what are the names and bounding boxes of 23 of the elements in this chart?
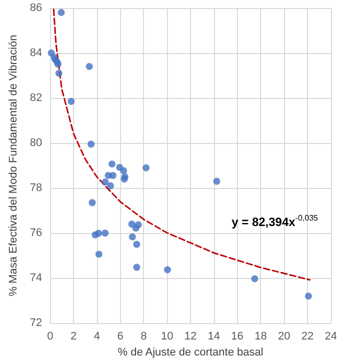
x-tick-label: 14	[208, 330, 220, 343]
y-tick-label: 72	[30, 317, 42, 330]
x-tick-label: 16	[231, 330, 244, 343]
y-tick-label: 80	[30, 137, 42, 150]
y-tick-label: 76	[30, 227, 42, 240]
x-tick-label: 10	[160, 330, 174, 343]
y-tick-label: 78	[30, 182, 42, 194]
y-tick-label: 74	[30, 272, 42, 284]
x-tick-label: 18	[254, 330, 267, 343]
x-tick-label: 0	[47, 330, 54, 343]
x-tick-label: 22	[301, 330, 314, 343]
x-tick-label: 24	[324, 330, 338, 343]
x-axis-title: % de Ajuste de cortante basal	[118, 346, 264, 358]
x-tick-label: 8	[140, 330, 147, 343]
x-tick-label: 4	[94, 330, 100, 343]
x-tick-label: 2	[70, 330, 77, 343]
x-tick-label: 20	[278, 330, 290, 343]
y-tick-label: 82	[30, 92, 42, 104]
x-tick-label: 12	[184, 330, 197, 343]
y-tick-label: 84	[30, 47, 42, 60]
y-axis-title: % Masa Efectiva del Modo Fundamental de Vibración	[8, 34, 20, 296]
y-tick-label: 86	[30, 2, 42, 14]
x-tick-label: 6	[117, 330, 124, 343]
